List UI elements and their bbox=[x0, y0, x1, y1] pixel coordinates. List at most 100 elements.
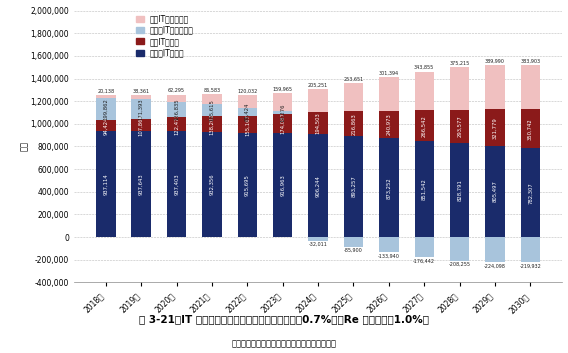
Text: 図 3-21　IT 需要の伸び「低位」、生産性上昇率「0.7%」（Re スキル率：1.0%）: 図 3-21 IT 需要の伸び「低位」、生産性上昇率「0.7%」（Re スキル率… bbox=[139, 315, 429, 324]
Text: 266,542: 266,542 bbox=[421, 115, 427, 137]
Bar bbox=[167, 131, 186, 237]
Bar bbox=[202, 104, 222, 116]
Text: 937,114: 937,114 bbox=[103, 173, 108, 195]
Text: 216,863: 216,863 bbox=[351, 113, 356, 134]
Text: 937,643: 937,643 bbox=[139, 173, 144, 195]
Text: 171,393: 171,393 bbox=[139, 98, 144, 120]
Bar bbox=[308, 134, 328, 237]
Bar bbox=[344, 136, 363, 237]
Bar bbox=[415, 110, 434, 140]
Bar bbox=[96, 120, 115, 131]
Bar bbox=[308, 89, 328, 113]
Text: 174,087: 174,087 bbox=[280, 113, 285, 134]
Text: 120,032: 120,032 bbox=[237, 89, 257, 94]
Text: 293,577: 293,577 bbox=[457, 116, 462, 137]
Text: 86,583: 86,583 bbox=[203, 88, 220, 93]
Text: 932,356: 932,356 bbox=[210, 173, 215, 195]
Bar bbox=[131, 99, 151, 119]
Bar bbox=[379, 237, 399, 252]
Bar bbox=[450, 67, 469, 110]
Bar bbox=[96, 95, 115, 98]
Text: -176,442: -176,442 bbox=[414, 258, 435, 263]
Text: 916,963: 916,963 bbox=[280, 174, 285, 196]
Text: 199,862: 199,862 bbox=[103, 98, 108, 120]
Bar bbox=[485, 146, 505, 237]
Text: 38,361: 38,361 bbox=[132, 89, 150, 94]
Legend: 先端IT人材不足数, 従来型IT人材不足数, 先端IT人材数, 従来型IT人材数: 先端IT人材不足数, 従来型IT人材不足数, 先端IT人材数, 従来型IT人材数 bbox=[136, 14, 194, 57]
Text: 205,251: 205,251 bbox=[308, 83, 328, 88]
Bar bbox=[521, 109, 540, 149]
Text: 343,855: 343,855 bbox=[414, 65, 435, 70]
Text: 375,215: 375,215 bbox=[449, 61, 470, 66]
Bar bbox=[379, 138, 399, 237]
Bar bbox=[450, 237, 469, 261]
Text: 122,473: 122,473 bbox=[174, 113, 179, 135]
Bar bbox=[344, 112, 363, 136]
Text: 893,257: 893,257 bbox=[351, 176, 356, 197]
Text: （出所）試算結果をもとにみずほ情報総研作成: （出所）試算結果をもとにみずほ情報総研作成 bbox=[232, 340, 336, 349]
Bar bbox=[167, 95, 186, 102]
Bar bbox=[415, 140, 434, 237]
Text: 828,791: 828,791 bbox=[457, 179, 462, 201]
Bar bbox=[521, 65, 540, 109]
Text: 136,835: 136,835 bbox=[174, 98, 179, 120]
Text: 159,965: 159,965 bbox=[273, 87, 293, 92]
Text: 62,295: 62,295 bbox=[168, 88, 185, 93]
Bar bbox=[485, 65, 505, 109]
Bar bbox=[521, 149, 540, 237]
Text: -219,932: -219,932 bbox=[520, 263, 541, 268]
Bar bbox=[202, 132, 222, 237]
Bar bbox=[273, 133, 293, 237]
Bar bbox=[344, 237, 363, 247]
Bar bbox=[415, 72, 434, 110]
Text: -224,098: -224,098 bbox=[484, 264, 506, 269]
Text: -208,255: -208,255 bbox=[449, 262, 471, 267]
Bar bbox=[96, 131, 115, 237]
Text: 20,138: 20,138 bbox=[97, 89, 114, 94]
Bar bbox=[344, 83, 363, 112]
Bar bbox=[96, 98, 115, 120]
Bar bbox=[237, 95, 257, 108]
Bar bbox=[521, 237, 540, 262]
Bar bbox=[237, 116, 257, 133]
Text: 851,542: 851,542 bbox=[421, 178, 427, 200]
Text: 906,244: 906,244 bbox=[316, 175, 320, 197]
Bar bbox=[450, 143, 469, 237]
Text: 94,424: 94,424 bbox=[103, 116, 108, 135]
Bar bbox=[131, 131, 151, 237]
Bar bbox=[485, 109, 505, 146]
Text: -133,940: -133,940 bbox=[378, 253, 400, 259]
Bar bbox=[485, 237, 505, 263]
Text: -32,011: -32,011 bbox=[308, 242, 328, 247]
Text: 105,615: 105,615 bbox=[210, 99, 215, 121]
Bar bbox=[415, 237, 434, 257]
Text: 350,742: 350,742 bbox=[528, 118, 533, 139]
Y-axis label: 人数: 人数 bbox=[20, 142, 29, 151]
Text: 155,167: 155,167 bbox=[245, 114, 250, 136]
Bar bbox=[167, 102, 186, 117]
Bar bbox=[273, 111, 293, 114]
Text: 107,869: 107,869 bbox=[139, 114, 144, 136]
Text: 389,990: 389,990 bbox=[485, 59, 505, 64]
Text: -85,900: -85,900 bbox=[344, 248, 363, 253]
Text: 194,503: 194,503 bbox=[316, 113, 320, 134]
Bar bbox=[167, 117, 186, 131]
Text: 19,276: 19,276 bbox=[280, 103, 285, 122]
Text: 383,903: 383,903 bbox=[520, 59, 540, 64]
Text: 65,424: 65,424 bbox=[245, 103, 250, 121]
Text: 782,307: 782,307 bbox=[528, 182, 533, 204]
Bar bbox=[237, 133, 257, 237]
Text: 138,202: 138,202 bbox=[210, 113, 215, 134]
Text: 253,651: 253,651 bbox=[343, 76, 364, 81]
Bar bbox=[202, 94, 222, 104]
Text: 915,695: 915,695 bbox=[245, 174, 250, 196]
Text: 240,973: 240,973 bbox=[386, 114, 391, 136]
Bar bbox=[131, 95, 151, 99]
Bar bbox=[237, 108, 257, 116]
Bar bbox=[131, 119, 151, 131]
Bar bbox=[273, 93, 293, 111]
Bar bbox=[450, 110, 469, 143]
Bar bbox=[273, 114, 293, 133]
Bar bbox=[379, 77, 399, 111]
Bar bbox=[379, 111, 399, 138]
